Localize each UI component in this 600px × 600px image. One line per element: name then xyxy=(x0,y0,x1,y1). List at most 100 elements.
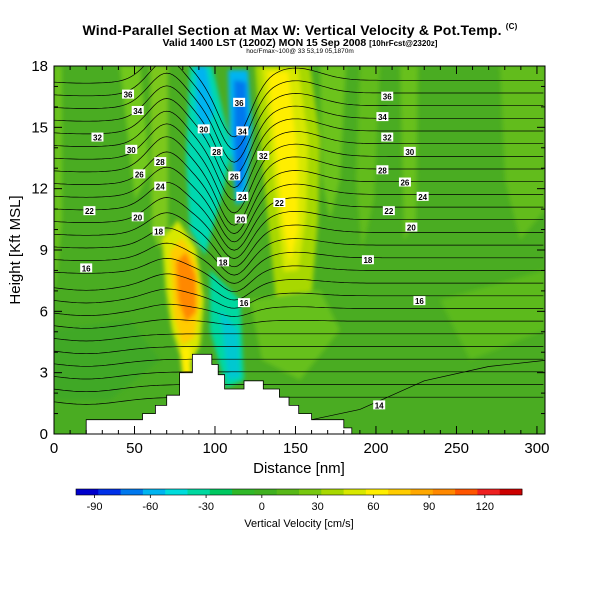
contour-label-bg xyxy=(233,97,246,107)
contour-label-bg xyxy=(210,146,223,156)
contour-label: 24 xyxy=(418,193,427,202)
x-axis: 0 50 100 150 200 250 300 xyxy=(50,66,549,457)
isentrope-contour xyxy=(54,66,544,138)
x-tick-label: 250 xyxy=(444,440,469,457)
velocity-band xyxy=(250,290,340,380)
isentrope-contour xyxy=(54,371,544,380)
contour-label-bg xyxy=(405,222,418,232)
colorbar-swatch xyxy=(499,489,523,495)
chart-title-text: Wind-Parallel Section at Max W: Vertical… xyxy=(82,22,502,38)
isentrope-contour xyxy=(54,66,544,150)
contour-label-bg xyxy=(416,191,429,201)
contour-label: 24 xyxy=(238,193,247,202)
velocity-band xyxy=(54,320,160,400)
contour-label: 22 xyxy=(384,207,393,216)
contour-label-bg xyxy=(381,91,394,101)
contour-label: 16 xyxy=(82,264,91,273)
contour-label: 22 xyxy=(85,207,94,216)
contour-label: 24 xyxy=(156,183,165,192)
contour-label-bg xyxy=(83,206,96,216)
velocity-band xyxy=(500,66,545,240)
forecast-info: [10hrFcst@2320z] xyxy=(369,39,438,48)
valid-time-text: Valid 1400 LST (1200Z) MON 15 Sep 2008 xyxy=(162,37,367,49)
contour-label: 28 xyxy=(212,148,221,157)
contour-label: 26 xyxy=(400,179,409,188)
colorbar-swatch xyxy=(410,489,434,495)
colorbar-swatch xyxy=(276,489,300,495)
contour-label-bg xyxy=(131,212,144,222)
y-tick-label: 15 xyxy=(31,119,48,136)
contour-label-bg xyxy=(154,181,167,191)
contour-label-bg xyxy=(236,191,249,201)
colorbar-swatch xyxy=(321,489,344,495)
colorbar-swatch xyxy=(120,489,144,495)
contour-label: 26 xyxy=(135,170,144,179)
colorbar-tick-label: 120 xyxy=(476,501,494,513)
contour-label: 32 xyxy=(259,152,268,161)
isentrope-contour xyxy=(54,303,544,317)
contour-label: 18 xyxy=(154,228,163,237)
downdraft-band xyxy=(196,66,214,140)
contour-label: 30 xyxy=(199,125,208,134)
contour-label-bg xyxy=(236,126,249,136)
isentrope-contour xyxy=(54,273,544,301)
contour-label: 22 xyxy=(275,199,284,208)
contour-label: 18 xyxy=(219,258,228,267)
colorbar-tick-label: -90 xyxy=(87,501,103,513)
contour-label: 32 xyxy=(93,134,102,143)
contour-label-bg xyxy=(234,214,247,224)
contour-label: 36 xyxy=(124,91,133,100)
isentrope-contour xyxy=(54,346,544,355)
velocity-band xyxy=(54,66,62,300)
isentrope-contour xyxy=(54,181,544,251)
contour-label: 16 xyxy=(415,297,424,306)
colorbar-swatch xyxy=(432,489,456,495)
isentrope-contour xyxy=(54,288,544,309)
contour-label-bg xyxy=(91,132,104,142)
x-tick-label: 100 xyxy=(202,440,227,457)
contour-label: 26 xyxy=(230,172,239,181)
isentrope-contour xyxy=(54,72,544,163)
contour-label-bg xyxy=(237,298,250,308)
contour-label-bg xyxy=(228,171,241,181)
velocity-band xyxy=(150,66,168,248)
y-tick-label: 18 xyxy=(31,58,48,75)
contour-label: 30 xyxy=(127,146,136,155)
contour-label: 36 xyxy=(235,99,244,108)
contour-label-bg xyxy=(122,89,135,99)
contour-label-bg xyxy=(197,124,210,134)
colorbar-swatch xyxy=(299,489,322,495)
contour-label: 36 xyxy=(383,93,392,102)
contour-label-bg xyxy=(80,263,93,273)
colorbar-tick-label: 60 xyxy=(367,501,379,513)
contour-label-bg xyxy=(413,296,426,306)
chart-title: Wind-Parallel Section at Max W: Vertical… xyxy=(0,22,600,38)
colorbar-swatch xyxy=(76,489,99,495)
isentrope-contour xyxy=(54,242,544,284)
y-tick-label: 12 xyxy=(31,181,48,198)
chart-info-line: hoc/Fmax~100@ 33 53,19 05,1870m xyxy=(246,48,354,55)
contour-label-bg xyxy=(382,206,395,216)
colorbar-swatch xyxy=(455,489,478,495)
contour-label: 18 xyxy=(363,256,372,265)
isentrope-contour xyxy=(54,136,544,226)
contour-label-bg xyxy=(217,257,230,267)
colorbar-tick-label: 0 xyxy=(259,501,265,513)
isentrope-contour xyxy=(54,212,544,268)
contour-label-bg xyxy=(376,165,389,175)
colorbar-title: Vertical Velocity [cm/s] xyxy=(244,518,353,530)
isentrope-contour xyxy=(311,360,545,421)
colorbar-swatch xyxy=(209,489,233,495)
x-tick-label: 0 xyxy=(50,440,58,457)
colorbar-tick-label: 90 xyxy=(423,501,435,513)
velocity-band xyxy=(320,66,346,220)
contour-label-bg xyxy=(133,169,146,179)
contour-label: 20 xyxy=(407,224,416,233)
contour-label: 30 xyxy=(405,148,414,157)
velocity-band xyxy=(440,270,545,360)
contour-label: 28 xyxy=(156,158,165,167)
colorbar-tick-label: -30 xyxy=(198,501,214,513)
y-tick-label: 6 xyxy=(40,303,48,320)
isentrope-contour xyxy=(54,98,544,188)
